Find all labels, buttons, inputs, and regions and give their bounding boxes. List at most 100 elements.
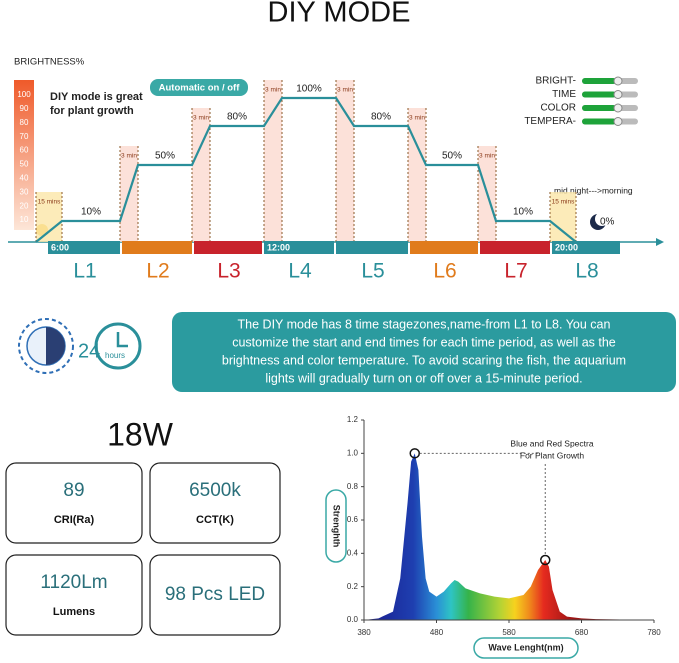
zone-bar xyxy=(122,241,192,254)
time-label: 20:00 xyxy=(555,242,578,252)
ramp-label: 3 min xyxy=(193,115,209,122)
ramp-shade xyxy=(336,80,354,242)
spec-label: CRI(Ra) xyxy=(54,514,95,526)
y-tick-label: 0.2 xyxy=(347,582,359,591)
zone-bar xyxy=(194,241,262,254)
spec-box xyxy=(5,554,143,636)
peak-marker xyxy=(540,554,551,566)
annotation: Blue and Red Spectra xyxy=(510,438,593,448)
spec-box xyxy=(149,462,281,544)
note: for plant growth xyxy=(50,105,134,117)
ramp-label: 15 mins xyxy=(38,199,62,206)
time-label: 6:00 xyxy=(51,242,69,252)
power: 18W xyxy=(107,416,174,452)
zone-bar xyxy=(336,241,408,254)
ramp-label: 3 min xyxy=(409,115,425,122)
axis-arrow xyxy=(656,238,664,246)
x-tick-label: 680 xyxy=(575,628,589,637)
brightness-label: 100 xyxy=(17,90,31,99)
zone-label: L2 xyxy=(146,260,169,283)
banner-text: lights will gradually turn on or off ove… xyxy=(265,371,582,385)
moon-cut xyxy=(595,212,609,226)
brightness-label: 20 xyxy=(20,201,29,210)
slider-fill xyxy=(582,78,616,84)
zone-label: L1 xyxy=(73,260,96,283)
time-label: 12:00 xyxy=(267,242,290,252)
night-half xyxy=(46,327,65,365)
spec-box xyxy=(149,554,281,636)
note: DIY mode is great xyxy=(50,91,143,103)
level-label: 50% xyxy=(442,151,462,162)
schedule: 100 90 80 70 60 50 40 30 20 10 BRIGHT- TIME COLOR TEM… xyxy=(17,76,638,283)
y-tick-label: 1.0 xyxy=(347,448,359,457)
y-tick-label: 0.6 xyxy=(347,515,359,524)
level-label: 10% xyxy=(513,207,533,218)
page-title: DIY MODE xyxy=(268,0,411,29)
x-tick-label: 780 xyxy=(647,628,661,637)
zone-label: L6 xyxy=(433,260,456,283)
x-tick-label: 380 xyxy=(357,628,371,637)
ramp-label: 3 min xyxy=(121,153,137,160)
banner-text: customize the start and end times for ea… xyxy=(232,335,616,349)
slider-fill xyxy=(582,105,616,111)
slider-knob xyxy=(613,76,623,86)
brightness-label: 50 xyxy=(20,160,29,169)
ramp-shade xyxy=(36,192,62,242)
cycle-icon xyxy=(18,318,74,374)
legend-label: BRIGHT- xyxy=(535,76,576,87)
slider-knob xyxy=(613,117,623,126)
night-level: 0% xyxy=(600,217,615,228)
brightness-label: 90 xyxy=(20,104,29,113)
zone-label: L4 xyxy=(288,260,312,283)
y-axis-label: Strenghth xyxy=(332,505,342,548)
level-label: 50% xyxy=(155,151,175,162)
x-tick-label: 480 xyxy=(430,628,444,637)
zone-label: L8 xyxy=(575,260,598,283)
zone-bar xyxy=(480,241,550,254)
legend-label: TIME xyxy=(552,89,576,100)
zone-bar xyxy=(48,241,120,254)
spec-label: CCT(K) xyxy=(196,514,234,526)
ramp-shade xyxy=(550,192,576,242)
xlabel-pill xyxy=(473,637,579,659)
ramp-shade xyxy=(408,108,426,242)
spec-value: 98 Pcs LED xyxy=(165,584,265,605)
auto-label: Automatic on / off xyxy=(159,83,241,94)
zone-bar xyxy=(264,241,334,254)
level-label: 80% xyxy=(371,112,391,123)
y-tick-label: 1.2 xyxy=(347,415,359,424)
zone-bar xyxy=(410,241,478,254)
x-tick-label: 580 xyxy=(502,628,516,637)
level-label: 100% xyxy=(296,84,322,95)
ramp-label: 3 min xyxy=(265,87,281,94)
zone-label: L7 xyxy=(504,260,527,283)
brightness-bar xyxy=(14,80,34,230)
legend-label: COLOR xyxy=(540,103,576,114)
level-label: 10% xyxy=(81,207,101,218)
axis-title: BRIGHTNESS% xyxy=(14,57,85,68)
auto-pill xyxy=(150,79,248,96)
zone-label: L3 xyxy=(217,260,240,283)
spec-value: 1120Lm xyxy=(40,572,107,593)
spec-box xyxy=(5,462,143,544)
spec-value: 6500k xyxy=(189,480,241,501)
brightness-label: 80 xyxy=(20,118,29,127)
ramp-shade xyxy=(192,108,210,242)
y-tick-label: 0.4 xyxy=(347,548,359,557)
annotation: For Plant Growth xyxy=(520,450,585,460)
slider-fill xyxy=(582,91,616,98)
brightness-label: 30 xyxy=(20,187,29,196)
slider-knob xyxy=(613,103,623,113)
brightness-label: 60 xyxy=(20,146,29,155)
clock-hands xyxy=(116,332,128,348)
night-label: mid night--->morning xyxy=(554,185,633,195)
peak-marker xyxy=(409,448,420,459)
spec-value: 89 xyxy=(63,480,84,501)
spectrum-area xyxy=(364,453,654,620)
x-axis-label: Wave Lenght(nm) xyxy=(488,642,563,652)
slider-knob xyxy=(613,90,623,99)
zone-bar xyxy=(552,241,620,254)
hours-number: 24 xyxy=(78,340,100,362)
